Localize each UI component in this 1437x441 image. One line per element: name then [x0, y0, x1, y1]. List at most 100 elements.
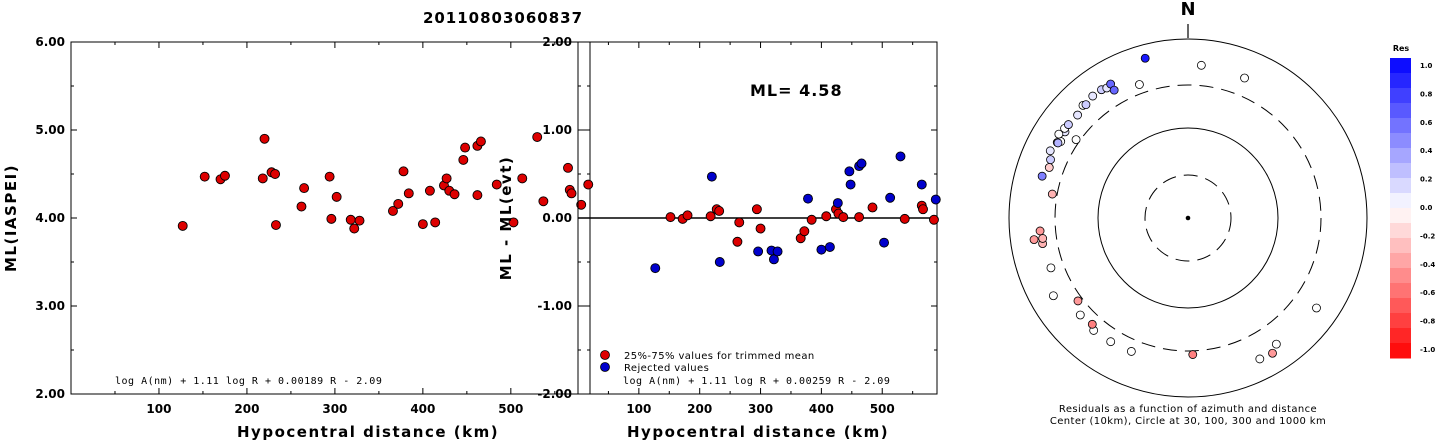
ring-30km [1144, 174, 1232, 262]
colorbar-swatch [1390, 328, 1411, 344]
data-point [299, 183, 310, 194]
data-point [844, 166, 855, 177]
data-point [398, 166, 409, 177]
station-marker [1188, 350, 1198, 359]
station-marker [1135, 80, 1144, 89]
x-axis-label: Hypocentral distance (km) [627, 423, 889, 441]
data-point [838, 212, 849, 223]
station-marker [1048, 291, 1058, 301]
y-tick-labels: -2.00 -1.00 0.00 1.00 2.00 [537, 35, 572, 401]
ml-value-label: ML= 4.58 [750, 81, 843, 100]
data-point [458, 154, 469, 165]
data-point [854, 212, 865, 223]
station-marker [1075, 310, 1085, 320]
station-marker [1047, 189, 1057, 199]
data-point [563, 162, 573, 173]
data-point [257, 173, 268, 184]
y-tick-label: 6.00 [35, 35, 65, 49]
data-point [326, 213, 337, 224]
colorbar-swatch [1390, 163, 1411, 179]
x-tick-label: 500 [870, 402, 895, 416]
y-axis-label: ML - ML(evt) [497, 156, 515, 280]
legend-label-trimmed: 25%-75% values for trimmed mean [624, 351, 815, 362]
formula-annotation: log A(nm) + 1.11 log R + 0.00189 R - 2.0… [115, 376, 382, 387]
data-point [650, 263, 661, 274]
colorbar-swatch [1390, 283, 1411, 299]
data-point [856, 158, 867, 169]
data-point [751, 204, 762, 215]
data-point [430, 217, 441, 228]
station-marker [1196, 60, 1206, 70]
data-point [219, 170, 230, 181]
data-point [816, 244, 827, 255]
data-point [895, 151, 906, 162]
station-marker [1037, 171, 1047, 181]
colorbar-tick-label: -0.2 [1420, 232, 1435, 240]
y-tick-label: 4.00 [35, 211, 65, 225]
data-point [768, 254, 779, 265]
data-point [899, 213, 910, 224]
data-point [296, 201, 307, 212]
data-point [772, 246, 783, 257]
y-tick-label: 2.00 [35, 387, 65, 401]
station-marker [1268, 348, 1277, 358]
station-marker [1255, 354, 1265, 364]
polar-caption-line1: Residuals as a function of azimuth and d… [1059, 404, 1317, 415]
colorbar-swatches [1390, 58, 1411, 359]
colorbar-tick-label: -1.0 [1420, 346, 1435, 354]
station-marker [1312, 303, 1321, 313]
data-point [832, 198, 843, 208]
legend-label-rejected: Rejected values [624, 363, 709, 374]
colorbar-swatch [1390, 343, 1411, 359]
colorbar-swatch [1390, 193, 1411, 209]
data-point [472, 190, 483, 201]
polar-caption-line2: Center (10km), Circle at 30, 100, 300 an… [1050, 416, 1326, 427]
colorbar-swatch [1390, 118, 1411, 134]
station-marker [1038, 234, 1048, 243]
station-marker [1087, 319, 1097, 329]
data-point [824, 242, 835, 252]
data-point [734, 217, 745, 228]
residual-polar-plot: N Residuals as a function of azimuth and… [1008, 0, 1368, 427]
colorbar-swatch [1390, 133, 1411, 149]
x-tick-label: 500 [498, 402, 523, 416]
colorbar-swatch [1390, 178, 1411, 194]
y-tick-label: 0.00 [542, 211, 572, 225]
data-point [270, 169, 281, 179]
legend-marker-rejected [600, 362, 610, 372]
colorbar-swatch [1390, 253, 1411, 269]
station-marker [1109, 85, 1119, 95]
data-point [517, 173, 528, 184]
x-tick-label: 300 [322, 402, 347, 416]
colorbar-swatch [1390, 313, 1411, 329]
data-point [753, 246, 764, 257]
station-marker [1106, 337, 1116, 347]
x-tick-label: 200 [234, 402, 259, 416]
ml-residual-plot: -2.00 -1.00 0.00 1.00 2.00 100 200 300 400 500 M… [497, 35, 941, 441]
data-points [650, 151, 941, 274]
data-point [714, 257, 725, 267]
data-point [331, 191, 342, 202]
data-point [324, 171, 335, 182]
ml-iaspei-plot: 2.00 3.00 4.00 5.00 6.00 100 200 300 400 500 Hyp… [2, 35, 594, 441]
data-point [403, 188, 414, 199]
station-marker [1053, 138, 1063, 148]
colorbar-tick-label: -0.6 [1420, 289, 1435, 297]
data-point [929, 214, 939, 225]
data-point [177, 220, 188, 231]
station-marker [1045, 146, 1055, 156]
x-tick-label: 100 [146, 402, 171, 416]
data-point [441, 173, 452, 184]
data-point [508, 217, 519, 228]
y-axis-label: ML(IASPEI) [2, 164, 20, 272]
colorbar-tick-label: 1.0 [1420, 62, 1433, 70]
station-marker [1071, 135, 1081, 145]
data-point [682, 210, 693, 221]
epicenter-marker [1185, 215, 1191, 221]
colorbar-swatch [1390, 88, 1411, 104]
legend: 25%-75% values for trimmed mean Rejected… [600, 350, 815, 374]
y-tick-label: 1.00 [542, 123, 572, 137]
data-points [177, 132, 594, 234]
data-point [199, 171, 210, 182]
